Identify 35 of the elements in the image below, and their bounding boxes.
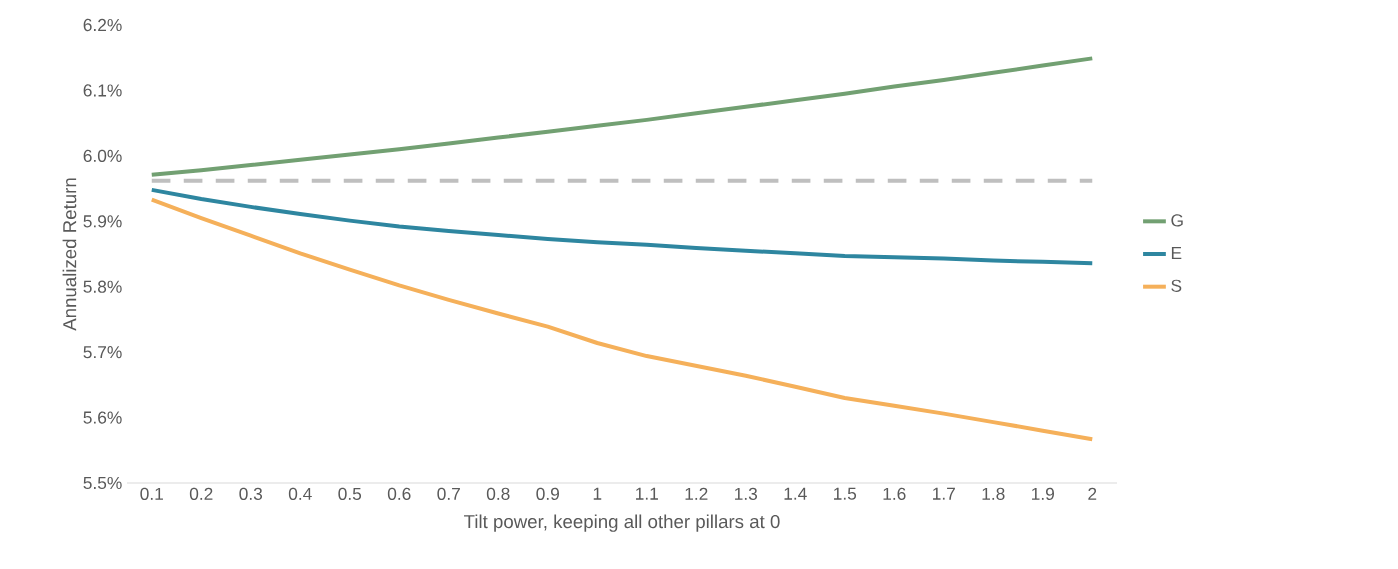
x-tick-label: 2	[1088, 487, 1097, 500]
y-tick-label: 5.8%	[83, 280, 122, 293]
y-tick-label: 5.5%	[83, 476, 122, 490]
line-series	[149, 56, 1095, 177]
x-tick-label: 1.8	[982, 487, 1005, 500]
y-tick-label: 6.2%	[83, 18, 122, 32]
x-tick-label: 1.3	[735, 487, 758, 500]
x-axis-title: Tilt power, keeping all other pillars at 0	[464, 514, 780, 532]
y-tick-label: 5.9%	[83, 215, 122, 228]
x-tick-label: 0.6	[387, 487, 411, 500]
y-tick-label: 5.6%	[83, 411, 122, 424]
x-tick-label: 0.7	[437, 487, 460, 500]
x-tick-label: 1.5	[834, 487, 857, 500]
x-tick-label: 1.4	[784, 487, 807, 500]
x-tick-label: 0.8	[486, 487, 510, 500]
legend-label: S	[1171, 279, 1182, 292]
x-tick-label: 1.9	[1032, 487, 1054, 500]
y-tick-label: 6.0%	[83, 149, 122, 162]
x-tick-label: 0.2	[189, 487, 213, 500]
x-tick-label: 0.3	[239, 487, 263, 500]
x-tick-label: 1.1	[636, 487, 658, 500]
y-tick-label: 6.1%	[83, 84, 122, 97]
x-tick-label: 1	[593, 487, 602, 500]
x-tick-label: 0.1	[140, 487, 163, 500]
line-series	[149, 187, 1095, 266]
legend-label: E	[1171, 247, 1182, 259]
x-tick-label: 1.6	[883, 487, 906, 500]
y-axis-title: Annualized Return	[62, 178, 77, 331]
x-tick-label: 0.5	[338, 487, 362, 500]
y-tick-label: 5.7%	[83, 346, 122, 359]
x-tick-label: 1.2	[685, 487, 708, 500]
x-tick-label: 0.9	[536, 487, 559, 500]
x-tick-label: 0.4	[288, 487, 312, 500]
legend-label: G	[1171, 214, 1183, 227]
x-tick-label: 1.7	[933, 487, 955, 500]
